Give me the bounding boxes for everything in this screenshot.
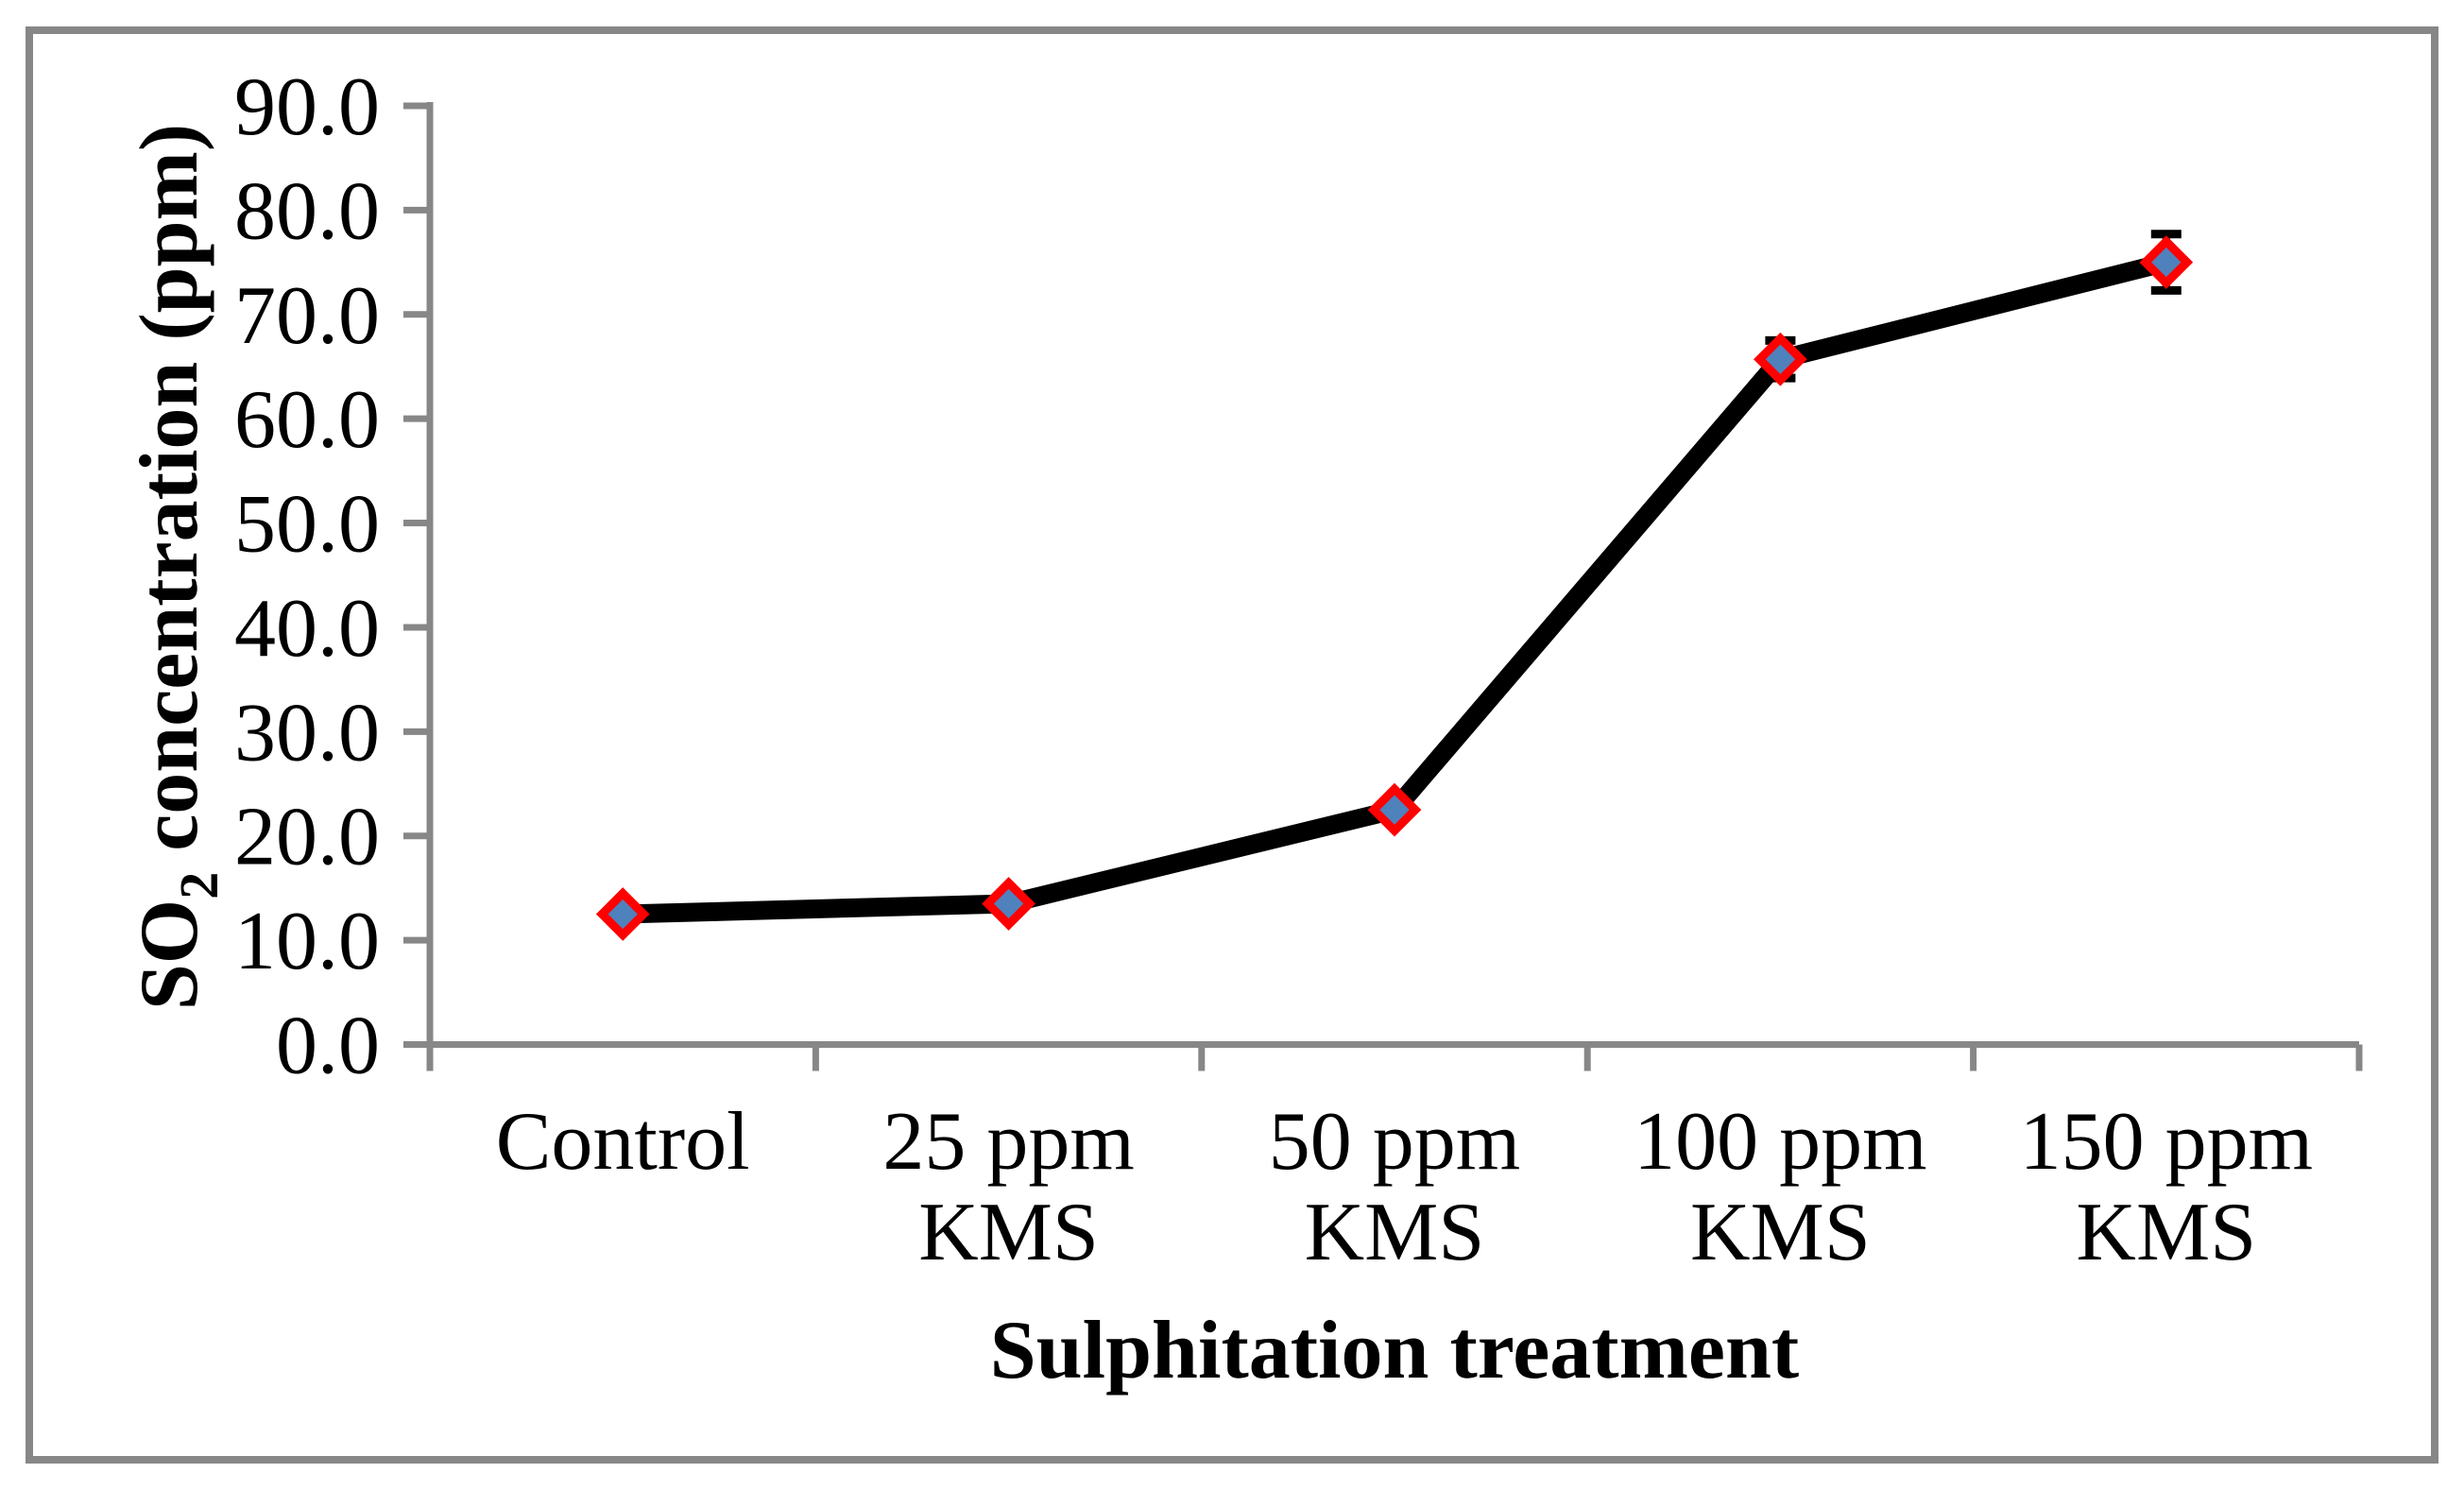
y-axis-tick-labels: 0.0 10.0 20.0 30.0 40.0 50.0 60.0 70.0 80.0 90.0 xyxy=(234,61,380,1092)
y-tick-label: 20.0 xyxy=(234,792,380,883)
data-point-marker xyxy=(1754,332,1807,386)
x-axis-title: Sulphitation treatment xyxy=(990,1305,1799,1396)
category-label: KMS xyxy=(1305,1187,1485,1278)
figure-border xyxy=(26,26,2438,1464)
category-label: 50 ppm xyxy=(1269,1096,1520,1188)
data-point-marker xyxy=(595,887,650,941)
y-tick-label: 80.0 xyxy=(234,165,380,257)
y-tick-label: 40.0 xyxy=(234,583,380,675)
category-label: KMS xyxy=(2076,1187,2256,1278)
y-axis-ticks xyxy=(403,102,430,1048)
category-label: KMS xyxy=(1690,1187,1871,1278)
y-tick-label: 0.0 xyxy=(276,1001,380,1092)
category-label: Control xyxy=(496,1096,750,1188)
y-tick-label: 50.0 xyxy=(234,479,380,571)
data-point-marker xyxy=(1367,782,1422,837)
data-point-markers xyxy=(595,235,2194,941)
category-label: 25 ppm xyxy=(882,1096,1134,1188)
y-tick-label: 60.0 xyxy=(234,374,380,466)
category-label: KMS xyxy=(918,1187,1099,1278)
data-point-marker xyxy=(982,877,1035,931)
x-axis-ticks xyxy=(426,1044,2363,1071)
y-tick-label: 70.0 xyxy=(234,270,380,362)
category-label: 100 ppm xyxy=(1634,1096,1926,1188)
data-point-marker xyxy=(2139,235,2194,289)
y-tick-label: 10.0 xyxy=(234,896,380,987)
y-tick-label: 90.0 xyxy=(234,61,380,153)
y-tick-label: 30.0 xyxy=(234,687,380,779)
y-axis-title: SO2 concentration (ppm) xyxy=(124,124,230,1010)
category-label: 150 ppm xyxy=(2020,1096,2313,1188)
